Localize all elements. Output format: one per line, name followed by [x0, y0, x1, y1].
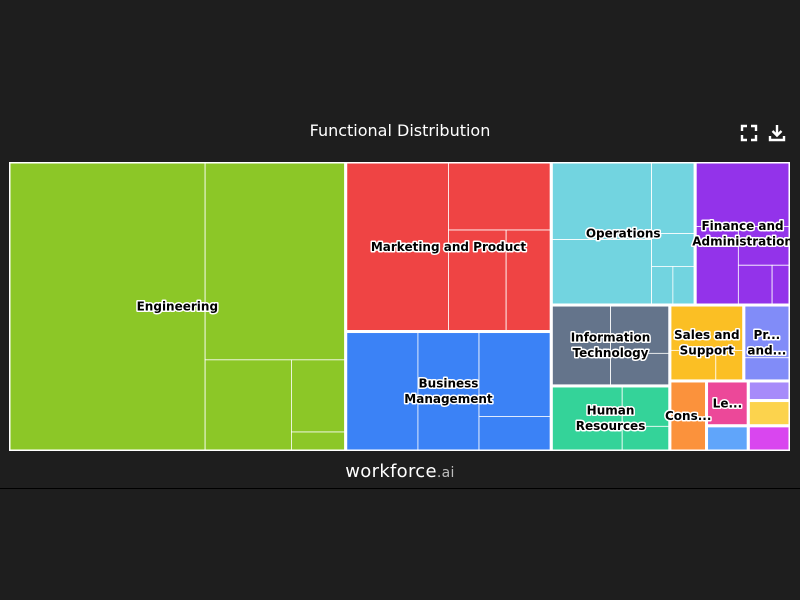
treemap-subcell[interactable]	[505, 229, 551, 331]
treemap-cell-border	[748, 425, 790, 451]
treemap-label-finance-and-administration: Administration	[692, 234, 790, 248]
treemap-cell-border	[345, 162, 552, 332]
treemap-cell-border	[669, 380, 707, 451]
treemap-cell-category-14[interactable]	[748, 425, 790, 451]
treemap-cell-marketing-and-product[interactable]	[345, 162, 552, 332]
treemap-subcell[interactable]	[771, 264, 790, 305]
treemap-cell-border	[748, 400, 790, 426]
treemap-subcell[interactable]	[204, 162, 346, 361]
treemap-cell-border	[345, 331, 552, 451]
treemap-label-marketing-and-product: Marketing and Product	[371, 240, 527, 254]
brand-logo: workforce.ai	[345, 461, 455, 482]
treemap-label-pr-and: and...	[747, 344, 786, 358]
treemap-cell-category-12[interactable]	[748, 380, 790, 401]
treemap-cell-border	[551, 305, 670, 386]
treemap-cell-border	[669, 305, 744, 381]
treemap-subcell[interactable]	[748, 426, 790, 451]
download-icon	[768, 125, 786, 142]
treemap-subcell[interactable]	[551, 386, 623, 451]
treemap-cell-border	[551, 162, 696, 306]
fullscreen-icon	[740, 124, 758, 142]
treemap-cell-finance-and-administration[interactable]	[695, 162, 790, 306]
treemap-subcell[interactable]	[695, 226, 739, 305]
treemap-cell-category-11[interactable]	[706, 425, 749, 451]
treemap-subcell[interactable]	[670, 381, 706, 451]
treemap-cell-information-technology[interactable]	[551, 305, 670, 386]
treemap-cell-border	[695, 162, 790, 306]
treemap-label-business-management: Business	[419, 377, 479, 391]
fullscreen-button[interactable]	[739, 123, 759, 143]
treemap-subcell[interactable]	[551, 239, 652, 305]
treemap-cell-border	[743, 305, 790, 381]
treemap-label-sales-and-support: Sales and	[674, 328, 740, 342]
treemap-cell-border	[9, 162, 346, 451]
treemap-cell-sales-and-support[interactable]	[669, 305, 744, 381]
treemap-label-engineering: Engineering	[137, 300, 218, 314]
treemap-subcell[interactable]	[478, 332, 551, 417]
treemap-subcell[interactable]	[737, 226, 790, 266]
chart-title: Functional Distribution	[309, 121, 491, 140]
treemap-subcell[interactable]	[672, 266, 695, 305]
treemap-label-human-resources: Resources	[576, 419, 646, 433]
treemap-chart: Engineering Marketing and Product Business…	[9, 162, 790, 451]
treemap-label-cons: Cons...	[665, 409, 711, 423]
treemap-subcell[interactable]	[748, 381, 790, 400]
treemap-subcell[interactable]	[744, 357, 790, 381]
treemap-cell-operations[interactable]	[551, 162, 696, 306]
treemap-label-sales-and-support: Support	[680, 344, 735, 358]
treemap-subcell[interactable]	[9, 162, 206, 451]
treemap-label-operations: Operations	[586, 227, 661, 241]
treemap-subcell[interactable]	[695, 162, 790, 227]
treemap-subcell[interactable]	[346, 162, 449, 331]
treemap-cell-human-resources[interactable]	[551, 385, 670, 451]
treemap-subcell[interactable]	[737, 264, 773, 305]
treemap-subcell[interactable]	[448, 229, 507, 331]
treemap-subcell[interactable]	[291, 431, 346, 451]
treemap-label-human-resources: Human	[587, 404, 635, 418]
treemap-label-information-technology: Information	[571, 331, 651, 345]
treemap-subcell[interactable]	[610, 305, 670, 354]
treemap-label-information-technology: Technology	[573, 346, 649, 360]
treemap-subcell[interactable]	[621, 386, 670, 427]
footer-divider	[0, 488, 800, 489]
download-button[interactable]	[767, 123, 787, 143]
treemap-label-business-management: Management	[404, 392, 493, 406]
treemap-cell-border	[706, 380, 749, 426]
treemap-subcell[interactable]	[651, 266, 674, 305]
treemap-label-finance-and-administration: Finance and	[701, 219, 783, 233]
treemap-cell-border	[551, 385, 670, 451]
treemap-subcell[interactable]	[748, 401, 790, 426]
treemap-subcell[interactable]	[651, 162, 695, 234]
treemap-cell-engineering[interactable]	[9, 162, 346, 451]
treemap-subcell[interactable]	[478, 416, 551, 451]
treemap-subcell[interactable]	[551, 162, 652, 240]
treemap-cell-pr-and[interactable]	[743, 305, 790, 381]
treemap-cell-cons[interactable]	[669, 380, 707, 451]
treemap-cell-le[interactable]	[706, 380, 749, 426]
treemap-label-le: Le...	[713, 396, 742, 410]
treemap-subcell[interactable]	[448, 162, 551, 231]
treemap-label-pr-and: Pr...	[754, 328, 781, 342]
treemap-cell-business-management[interactable]	[345, 331, 552, 451]
treemap-cell-category-13[interactable]	[748, 400, 790, 426]
treemap-subcell[interactable]	[744, 305, 790, 359]
treemap-subcell[interactable]	[651, 233, 695, 267]
treemap-cell-border	[748, 380, 790, 401]
treemap-cell-border	[706, 425, 749, 451]
treemap-subcell[interactable]	[291, 359, 346, 433]
treemap-subcell[interactable]	[204, 359, 292, 451]
treemap-subcell[interactable]	[610, 352, 670, 386]
treemap-subcell[interactable]	[417, 332, 480, 451]
treemap-subcell[interactable]	[670, 305, 744, 351]
treemap-subcell[interactable]	[707, 426, 748, 451]
